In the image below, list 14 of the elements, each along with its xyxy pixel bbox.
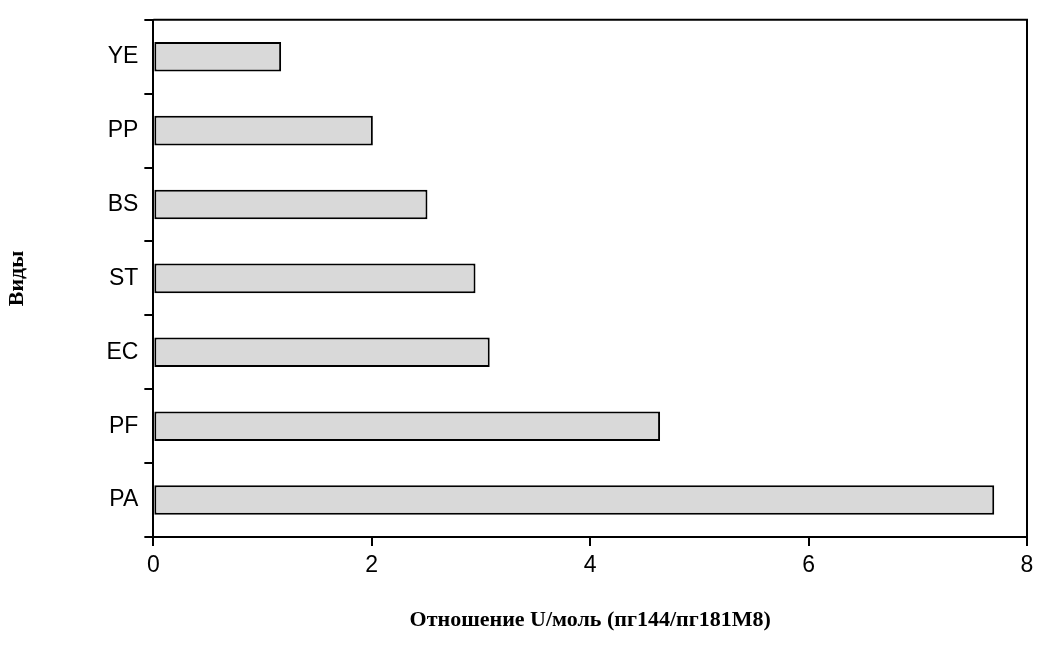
x-axis-title: Отношение U/моль (пг144/пг181M8) bbox=[409, 606, 771, 632]
y-tick-label: YE bbox=[107, 42, 139, 69]
x-tick-label: 6 bbox=[802, 551, 815, 578]
y-tick-label: EC bbox=[106, 337, 139, 364]
y-axis-title: Виды bbox=[2, 250, 28, 307]
y-tick-label: ST bbox=[108, 263, 139, 290]
y-tick-label: PA bbox=[109, 485, 139, 512]
x-tick-label: 4 bbox=[583, 551, 597, 578]
y-tick-label: PP bbox=[107, 115, 139, 142]
y-tick-label: PF bbox=[108, 411, 139, 438]
x-tick-label: 0 bbox=[146, 551, 160, 578]
x-tick-label: 2 bbox=[365, 551, 379, 578]
y-tick-label: BS bbox=[107, 189, 139, 216]
x-tick-label: 8 bbox=[1020, 551, 1034, 578]
